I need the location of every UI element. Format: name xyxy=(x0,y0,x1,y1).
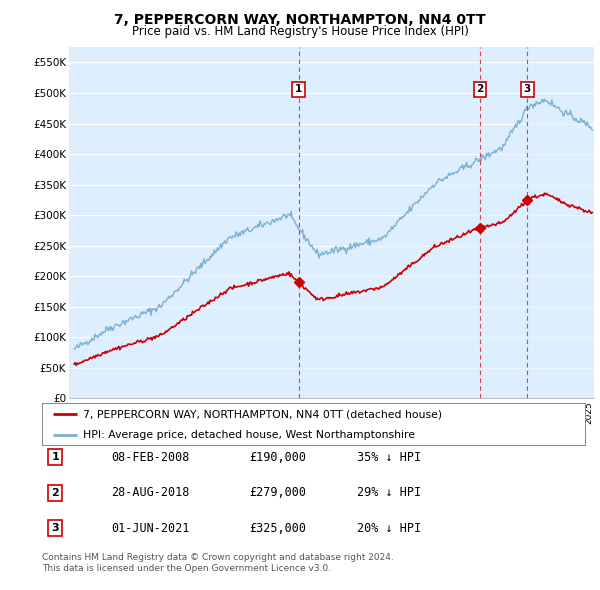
Text: £190,000: £190,000 xyxy=(249,451,306,464)
Text: 20% ↓ HPI: 20% ↓ HPI xyxy=(357,522,421,535)
Text: 7, PEPPERCORN WAY, NORTHAMPTON, NN4 0TT (detached house): 7, PEPPERCORN WAY, NORTHAMPTON, NN4 0TT … xyxy=(83,409,442,419)
Text: Price paid vs. HM Land Registry's House Price Index (HPI): Price paid vs. HM Land Registry's House … xyxy=(131,25,469,38)
Text: 1: 1 xyxy=(52,453,59,462)
Text: 35% ↓ HPI: 35% ↓ HPI xyxy=(357,451,421,464)
Text: 1: 1 xyxy=(295,84,302,94)
Text: £279,000: £279,000 xyxy=(249,486,306,499)
Text: 01-JUN-2021: 01-JUN-2021 xyxy=(111,522,190,535)
Text: 3: 3 xyxy=(52,523,59,533)
Text: 3: 3 xyxy=(524,84,531,94)
Text: Contains HM Land Registry data © Crown copyright and database right 2024.: Contains HM Land Registry data © Crown c… xyxy=(42,553,394,562)
Text: 2: 2 xyxy=(52,488,59,497)
Text: This data is licensed under the Open Government Licence v3.0.: This data is licensed under the Open Gov… xyxy=(42,565,331,573)
Text: 2: 2 xyxy=(476,84,484,94)
Text: HPI: Average price, detached house, West Northamptonshire: HPI: Average price, detached house, West… xyxy=(83,430,415,440)
Text: 28-AUG-2018: 28-AUG-2018 xyxy=(111,486,190,499)
Text: £325,000: £325,000 xyxy=(249,522,306,535)
Text: 29% ↓ HPI: 29% ↓ HPI xyxy=(357,486,421,499)
Text: 08-FEB-2008: 08-FEB-2008 xyxy=(111,451,190,464)
Text: 7, PEPPERCORN WAY, NORTHAMPTON, NN4 0TT: 7, PEPPERCORN WAY, NORTHAMPTON, NN4 0TT xyxy=(114,13,486,27)
